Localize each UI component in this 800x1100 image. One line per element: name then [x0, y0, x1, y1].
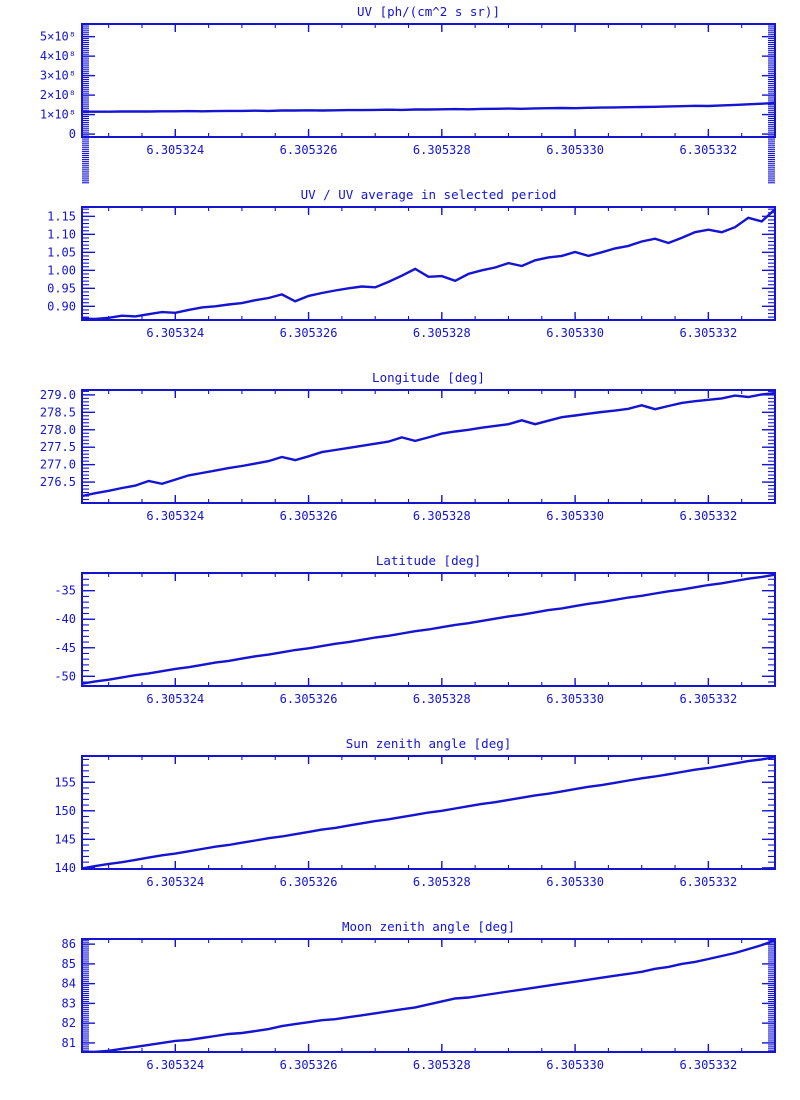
x-tick-label: 6.305324	[146, 143, 204, 157]
plot-box	[82, 24, 775, 137]
x-tick-label: 6.305330	[546, 143, 604, 157]
panel-uv: UV [ph/(cm^2 s sr)] 6.305324 6.305326 6.305…	[0, 1, 800, 184]
x-tick-label: 6.305328	[413, 143, 471, 157]
x-tick-label: 6.305332	[679, 143, 737, 157]
panel-title: UV [ph/(cm^2 s sr)]	[357, 4, 500, 19]
x-tick-label: 6.305326	[280, 143, 338, 157]
